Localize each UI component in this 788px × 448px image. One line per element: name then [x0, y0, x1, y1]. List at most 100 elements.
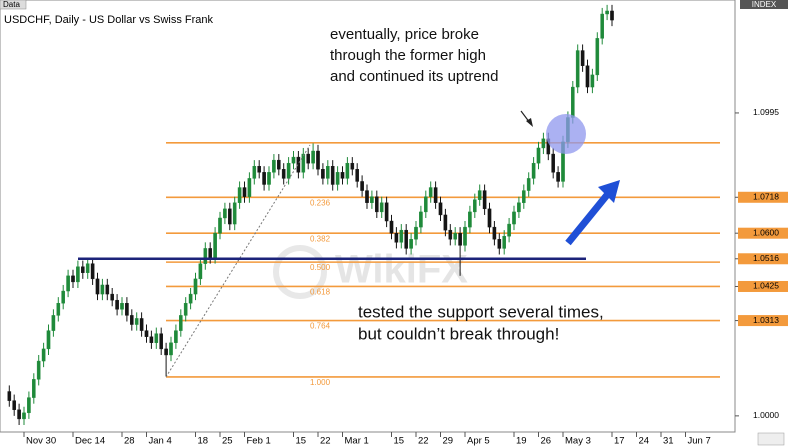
candle-body [463, 226, 467, 246]
candle-body [340, 172, 345, 179]
candle-body [27, 397, 31, 414]
candle-body [536, 147, 541, 164]
candle-body [487, 208, 492, 228]
candle-body [227, 208, 232, 225]
candle-body [257, 166, 262, 173]
x-tick-label: 22 [320, 436, 331, 447]
candle-body [399, 229, 404, 243]
candle-body [267, 172, 271, 185]
y-tick-highlight [738, 253, 788, 265]
watermark: WikiFX [335, 248, 468, 292]
candle-body [409, 239, 413, 249]
candle-body [242, 187, 247, 197]
candle-body [370, 196, 374, 203]
candle-body [541, 138, 546, 149]
candle-body [22, 412, 26, 420]
x-tick-label: Jun 7 [688, 436, 711, 447]
y-tick-label: 1.0718 [753, 192, 779, 202]
candle-body [32, 379, 36, 398]
candle-body [522, 190, 526, 203]
y-tick-label: 1.0516 [753, 253, 779, 263]
y-tick-highlight [738, 227, 788, 239]
candle-body [203, 248, 208, 264]
pointer-arrow-head [526, 118, 533, 127]
candle-body [458, 233, 462, 246]
data-tab [0, 0, 27, 10]
x-tick-label: Jan 4 [149, 436, 172, 447]
candle-body [110, 293, 114, 301]
candle-body [507, 223, 511, 237]
x-tick-label: 19 [516, 436, 527, 447]
watermark-logo [273, 245, 327, 299]
candle-body [443, 214, 448, 231]
x-tick-label: 26 [541, 436, 552, 447]
index-tag-label: INDEX [752, 0, 777, 9]
candle-body [575, 50, 580, 88]
candle-body [296, 156, 301, 173]
candle-body [66, 275, 70, 292]
candle-body [473, 199, 477, 213]
candle-body [51, 315, 56, 331]
candle-body [316, 150, 320, 170]
candle-body [90, 263, 95, 280]
candle-body [497, 239, 502, 249]
candle-body [149, 336, 154, 343]
x-tick-label: 25 [222, 436, 233, 447]
candle-body [311, 150, 315, 164]
candle-body [12, 400, 17, 410]
candle-body [580, 50, 585, 66]
candle-body [41, 348, 46, 362]
candle-body [115, 299, 119, 310]
candle-body [218, 217, 222, 234]
candle-body [414, 226, 418, 240]
candle-body [56, 303, 61, 316]
candle-body [384, 202, 389, 222]
candle-body [502, 236, 507, 249]
candle-body [169, 342, 173, 356]
candle-body [247, 178, 252, 197]
candle-body [144, 330, 149, 337]
x-tick-label: 31 [663, 436, 674, 447]
candle-body [477, 190, 482, 200]
candle-body [80, 266, 85, 273]
candle-body [76, 266, 80, 283]
fib-label: 1.000 [310, 378, 331, 387]
candle-body [330, 166, 335, 185]
annotation-text: and continued its uptrend [330, 68, 498, 85]
fib-label: 0.618 [310, 288, 331, 297]
x-tick-label: 24 [639, 436, 650, 447]
candle-body [585, 65, 590, 88]
candle-body [355, 169, 360, 182]
plot-frame [0, 0, 736, 433]
candle-body [291, 156, 296, 164]
x-tick-label: Apr 5 [467, 436, 490, 447]
candle-body [7, 391, 12, 401]
candle-body [448, 229, 453, 240]
x-tick-label: 15 [394, 436, 405, 447]
candle-body [531, 162, 536, 179]
breakout-circle [546, 114, 586, 154]
annotation-text: but couldn’t break through! [358, 324, 559, 343]
candle-body [326, 166, 330, 179]
candle-body [95, 278, 100, 295]
annotation-text: tested the support several times, [358, 302, 604, 321]
candle-body [178, 315, 183, 331]
candle-body [301, 153, 306, 173]
candle-body [174, 330, 178, 343]
candle-body [350, 162, 355, 170]
x-tick-label: 15 [296, 436, 307, 447]
candle-body [375, 196, 379, 213]
candle-body [389, 220, 394, 234]
x-tick-label: Dec 14 [75, 436, 105, 447]
candle-body [252, 166, 257, 179]
y-tick-label: 1.0600 [753, 227, 779, 237]
fib-label: 0.236 [310, 198, 331, 207]
candle-body [71, 275, 75, 283]
candle-body [424, 196, 428, 213]
x-tick-label: Mar 1 [345, 436, 369, 447]
candle-body [610, 10, 614, 21]
candle-body [120, 303, 124, 310]
candle-body [139, 318, 144, 331]
candle-body [272, 159, 276, 173]
